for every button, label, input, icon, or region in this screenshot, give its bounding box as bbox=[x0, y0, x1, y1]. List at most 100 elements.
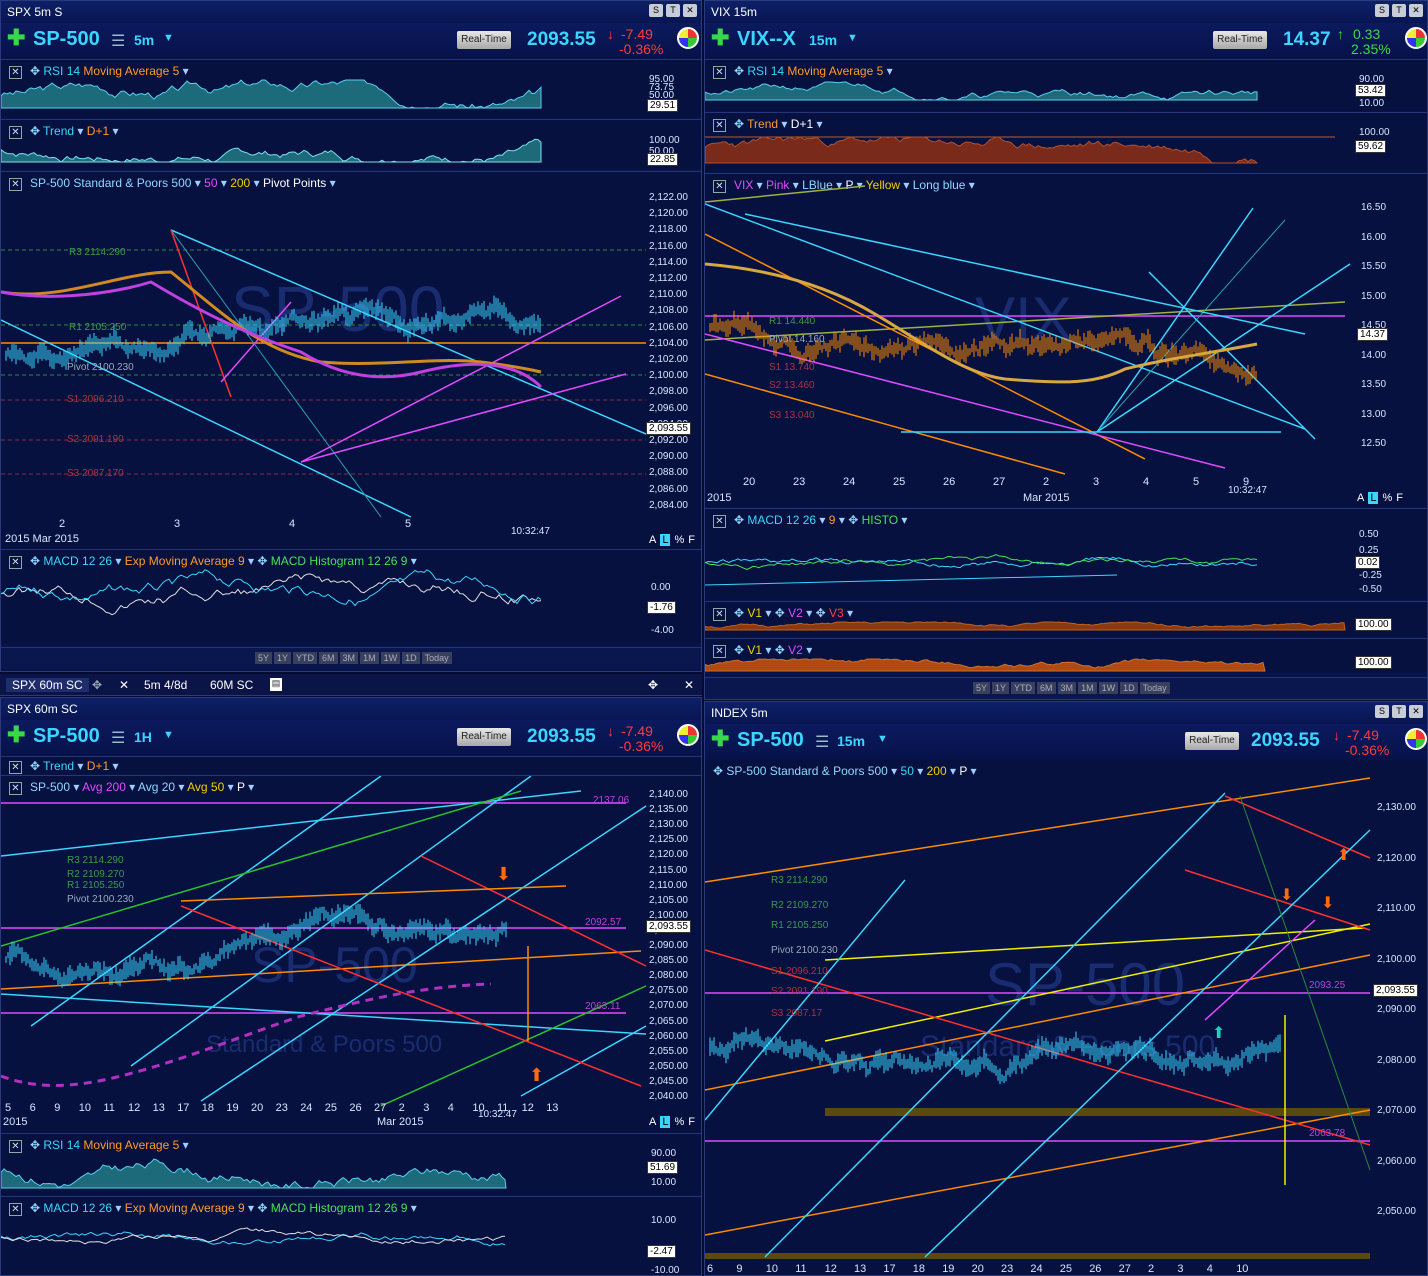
percent-button[interactable]: % bbox=[674, 1116, 685, 1128]
hist-label[interactable]: MACD Histogram 12 26 9 bbox=[270, 1201, 408, 1215]
symbol-field[interactable]: SP-500 bbox=[33, 725, 100, 747]
add-symbol-icon[interactable]: ✚ bbox=[711, 25, 730, 50]
move-icon[interactable]: ✥ bbox=[30, 554, 44, 568]
trend-d-label[interactable]: D+1 bbox=[86, 124, 110, 138]
ema-label[interactable]: Exp Moving Average 9 bbox=[124, 1201, 245, 1215]
timeframe-button[interactable]: 5Y bbox=[255, 652, 273, 664]
timeframe-button[interactable]: 1D bbox=[1120, 682, 1138, 694]
color-wheel-icon[interactable] bbox=[1405, 27, 1427, 49]
realtime-button[interactable]: Real-Time bbox=[457, 728, 511, 746]
timeframe-button[interactable]: 1Y bbox=[992, 682, 1010, 694]
add-symbol-icon[interactable]: ✚ bbox=[7, 25, 26, 50]
interval-selector[interactable]: 1H bbox=[134, 729, 152, 745]
fit-button[interactable]: F bbox=[688, 534, 695, 546]
timeframe-button[interactable]: 6M bbox=[319, 652, 338, 664]
close-pane-icon[interactable]: ✕ bbox=[713, 515, 726, 528]
rsi-label[interactable]: RSI 14 bbox=[43, 64, 81, 78]
timeframe-button[interactable]: 1M bbox=[1078, 682, 1097, 694]
main-study-label[interactable]: SP-500 Standard & Poors 500 bbox=[726, 764, 888, 778]
close-pane-icon[interactable]: ✕ bbox=[713, 66, 726, 79]
avg50-label[interactable]: Avg 50 bbox=[187, 780, 225, 794]
add-symbol-icon[interactable]: ✚ bbox=[7, 722, 26, 747]
v3-label[interactable]: V3 bbox=[828, 606, 844, 620]
chevron-down-icon[interactable]: ▼ bbox=[847, 32, 858, 44]
trend-d-label[interactable]: D+1 bbox=[86, 759, 110, 773]
list-icon[interactable]: ☰ bbox=[111, 730, 126, 747]
tab-60m-sc[interactable]: 60M SC bbox=[210, 678, 254, 692]
add-symbol-icon[interactable]: ✚ bbox=[711, 726, 730, 751]
close-pane-icon[interactable]: ✕ bbox=[713, 645, 726, 658]
timeframe-button[interactable]: Today bbox=[1139, 682, 1170, 694]
timeframe-button[interactable]: YTD bbox=[293, 652, 318, 664]
move-icon[interactable]: ✥ bbox=[30, 124, 44, 138]
rsi-ma-label[interactable]: Moving Average 5 bbox=[787, 64, 884, 78]
ma50-label[interactable]: 50 bbox=[900, 764, 914, 778]
close-tab-icon[interactable]: ✕ bbox=[119, 678, 130, 692]
v1-label[interactable]: V1 bbox=[747, 643, 763, 657]
hist-label[interactable]: MACD Histogram 12 26 9 bbox=[270, 554, 408, 568]
interval-selector[interactable]: 15m bbox=[809, 32, 838, 48]
macd-label[interactable]: MACD 12 26 bbox=[43, 554, 113, 568]
timeframe-button[interactable]: 3M bbox=[339, 652, 359, 664]
yellow-label[interactable]: Yellow bbox=[865, 178, 901, 192]
tab-spx-60m-sc[interactable]: SPX 60m SC bbox=[6, 678, 89, 692]
main-study-label[interactable]: SP-500 Standard & Poors 500 bbox=[30, 176, 192, 190]
close-pane-icon[interactable]: ✕ bbox=[9, 782, 22, 795]
close-pane-icon[interactable]: ✕ bbox=[713, 119, 726, 132]
close-pane-icon[interactable]: ✕ bbox=[9, 126, 22, 139]
rsi-label[interactable]: RSI 14 bbox=[43, 1138, 81, 1152]
realtime-button[interactable]: Real-Time bbox=[1213, 31, 1267, 49]
v2-label[interactable]: V2 bbox=[788, 643, 803, 657]
timeframe-button[interactable]: 1Y bbox=[274, 652, 292, 664]
close-pane-icon[interactable]: ✕ bbox=[9, 178, 22, 191]
symbol-field[interactable]: SP-500 bbox=[33, 28, 100, 50]
layout-icon[interactable]: ✥ bbox=[648, 678, 659, 692]
close-pane-icon[interactable]: ✕ bbox=[9, 66, 22, 79]
trend-label[interactable]: Trend bbox=[43, 124, 75, 138]
realtime-button[interactable]: Real-Time bbox=[1185, 732, 1239, 750]
color-wheel-icon[interactable] bbox=[677, 27, 699, 49]
trend-label[interactable]: Trend bbox=[747, 117, 779, 131]
close-pane-icon[interactable]: ✕ bbox=[9, 761, 22, 774]
hist-label[interactable]: HISTO bbox=[861, 513, 899, 527]
ma200-label[interactable]: 200 bbox=[926, 764, 947, 778]
pink-label[interactable]: Pink bbox=[766, 178, 790, 192]
rsi-ma-label[interactable]: Moving Average 5 bbox=[83, 64, 180, 78]
realtime-button[interactable]: Real-Time bbox=[457, 31, 511, 49]
auto-scale-button[interactable]: A bbox=[649, 1116, 657, 1128]
indicator-icon[interactable]: T bbox=[1392, 705, 1406, 718]
v1-label[interactable]: V1 bbox=[747, 606, 763, 620]
auto-scale-button[interactable]: A bbox=[1357, 492, 1365, 504]
trend-label[interactable]: Trend bbox=[43, 759, 75, 773]
list-icon[interactable]: ☰ bbox=[815, 734, 830, 751]
chevron-down-icon[interactable]: ▼ bbox=[163, 729, 174, 741]
fit-button[interactable]: F bbox=[1396, 492, 1403, 504]
p-label[interactable]: P bbox=[236, 780, 245, 794]
v2-label[interactable]: V2 bbox=[788, 606, 803, 620]
timeframe-button[interactable]: 1M bbox=[360, 652, 379, 664]
p-label[interactable]: P bbox=[845, 178, 854, 192]
longblue-label[interactable]: Long blue bbox=[912, 178, 966, 192]
timeframe-button[interactable]: 5Y bbox=[973, 682, 991, 694]
chevron-down-icon[interactable]: ▼ bbox=[163, 32, 174, 44]
interval-selector[interactable]: 15m bbox=[837, 733, 866, 749]
timeframe-button[interactable]: Today bbox=[421, 652, 452, 664]
rsi-label[interactable]: RSI 14 bbox=[747, 64, 785, 78]
symbol-field[interactable]: SP-500 bbox=[737, 729, 804, 751]
log-scale-button[interactable]: L bbox=[1368, 492, 1379, 504]
ma200-label[interactable]: 200 bbox=[230, 176, 251, 190]
close-pane-icon[interactable]: ✕ bbox=[713, 180, 726, 193]
timeframe-button[interactable]: 3M bbox=[1057, 682, 1077, 694]
p-label[interactable]: P bbox=[959, 764, 968, 778]
log-scale-button[interactable]: L bbox=[660, 534, 671, 546]
ema-label[interactable]: Exp Moving Average 9 bbox=[124, 554, 245, 568]
close-pane-icon[interactable]: ✕ bbox=[713, 608, 726, 621]
ma50-label[interactable]: 50 bbox=[204, 176, 218, 190]
trend-d-label[interactable]: D+1 bbox=[790, 117, 814, 131]
move-icon[interactable]: ✥ bbox=[30, 64, 44, 78]
close-pane-icon[interactable]: ✕ bbox=[9, 1140, 22, 1153]
timeframe-button[interactable]: 1W bbox=[1098, 682, 1119, 694]
close-pane-icon[interactable]: ✕ bbox=[9, 1203, 22, 1216]
sync-icon[interactable]: S bbox=[1375, 4, 1389, 17]
timeframe-button[interactable]: 6M bbox=[1037, 682, 1056, 694]
